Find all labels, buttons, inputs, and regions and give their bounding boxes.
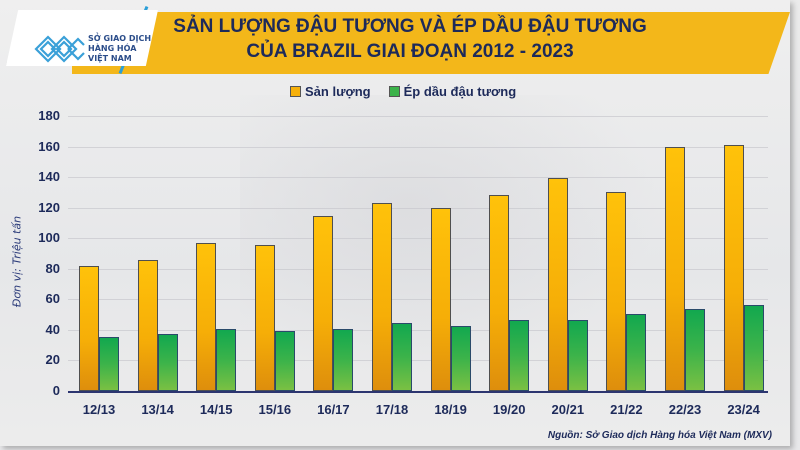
- bar-production: [313, 216, 334, 391]
- gridline: [68, 360, 768, 361]
- logo-line-3: VIỆT NAM: [88, 54, 132, 63]
- bar-crushing: [626, 313, 647, 391]
- gridline: [68, 208, 768, 209]
- legend-swatch-production: [290, 86, 301, 97]
- title-line-2: CỦA BRAZIL GIAI ĐOẠN 2012 - 2023: [246, 41, 574, 62]
- bar-crushing: [216, 329, 237, 391]
- legend: Sản lượng Ép dầu đậu tương: [290, 84, 516, 99]
- bar-crushing: [157, 334, 178, 391]
- y-tick-label: 20: [45, 352, 60, 368]
- legend-label-crushing: Ép dầu đậu tương: [403, 84, 517, 99]
- bar-crushing: [333, 329, 354, 391]
- y-tick-label: 180: [38, 108, 60, 123]
- bar-production: [723, 145, 744, 391]
- x-tick-label: 14/15: [199, 402, 233, 417]
- y-tick-label: 160: [38, 138, 60, 154]
- x-tick-label: 12/13: [82, 402, 116, 417]
- bar-crushing: [743, 305, 764, 391]
- gridline: [68, 299, 768, 300]
- source-note: Nguồn: Sở Giao dịch Hàng hóa Việt Nam (M…: [547, 430, 772, 441]
- logo: SỞ GIAO DỊCH HÀNG HÓA VIỆT NAM: [6, 10, 158, 66]
- legend-item-production: Sản lượng: [290, 84, 371, 99]
- bar-crushing: [99, 336, 119, 391]
- x-tick-label: 23/24: [727, 402, 760, 417]
- y-tick-label: 120: [38, 199, 60, 215]
- legend-swatch-crushing: [388, 86, 400, 97]
- y-tick-label: 140: [38, 169, 60, 185]
- y-tick-label: 80: [45, 260, 60, 276]
- chart-frame: SỞ GIAO DỊCH HÀNG HÓA VIỆT NAM SẢN LƯỢNG…: [0, 0, 790, 446]
- x-tick-label: 16/17: [317, 402, 350, 417]
- bar-production: [372, 203, 392, 391]
- x-tick-label: 17/18: [375, 402, 409, 417]
- bar-production: [137, 259, 158, 391]
- gridline: [68, 269, 768, 270]
- x-tick-label: 15/16: [258, 402, 292, 417]
- x-tick-label: 19/20: [492, 402, 526, 417]
- logo-line-1: SỞ GIAO DỊCH: [88, 34, 152, 43]
- bar-production: [79, 266, 99, 391]
- x-axis-line: [68, 391, 768, 393]
- legend-label-production: Sản lượng: [305, 84, 371, 99]
- chart-title: SẢN LƯỢNG ĐẬU TƯƠNG VÀ ÉP DẦU ĐẬU TƯƠNG …: [170, 14, 650, 64]
- logo-line-2: HÀNG HÓA: [88, 44, 137, 53]
- x-tick-label: 20/21: [551, 402, 585, 417]
- x-tick-label: 13/14: [141, 402, 174, 417]
- bar-crushing: [450, 326, 471, 391]
- bar-crushing: [509, 319, 530, 391]
- bar-production: [665, 146, 685, 391]
- gridline: [68, 330, 768, 331]
- logo-text: SỞ GIAO DỊCH HÀNG HÓA VIỆT NAM: [88, 34, 151, 64]
- bar-crushing: [274, 330, 295, 391]
- y-tick-label: 100: [38, 230, 60, 246]
- bar-crushing: [685, 309, 705, 391]
- bar-production: [606, 191, 627, 391]
- x-tick-label: 21/22: [610, 402, 643, 417]
- legend-item-crushing: Ép dầu đậu tương: [388, 84, 517, 99]
- title-banner: [72, 12, 790, 74]
- y-tick-label: 40: [45, 321, 60, 337]
- title-line-1: SẢN LƯỢNG ĐẬU TƯƠNG VÀ ÉP DẦU ĐẬU TƯƠNG: [173, 16, 647, 37]
- bar-production: [254, 245, 275, 391]
- y-tick-label: 0: [52, 383, 60, 398]
- bar-crushing: [392, 323, 412, 391]
- bar-production: [196, 242, 217, 391]
- gridline: [68, 238, 768, 239]
- mxv-logo-icon: [34, 35, 85, 63]
- y-tick-label: 60: [45, 291, 60, 307]
- gridline: [68, 177, 768, 178]
- x-tick-label: 18/19: [434, 402, 467, 417]
- gridline: [68, 116, 768, 117]
- x-tick-label: 22/23: [668, 402, 702, 417]
- bar-production: [430, 207, 451, 391]
- bar-production: [547, 177, 568, 391]
- bar-production: [489, 194, 510, 391]
- gridline: [68, 147, 768, 148]
- bar-crushing: [567, 319, 588, 391]
